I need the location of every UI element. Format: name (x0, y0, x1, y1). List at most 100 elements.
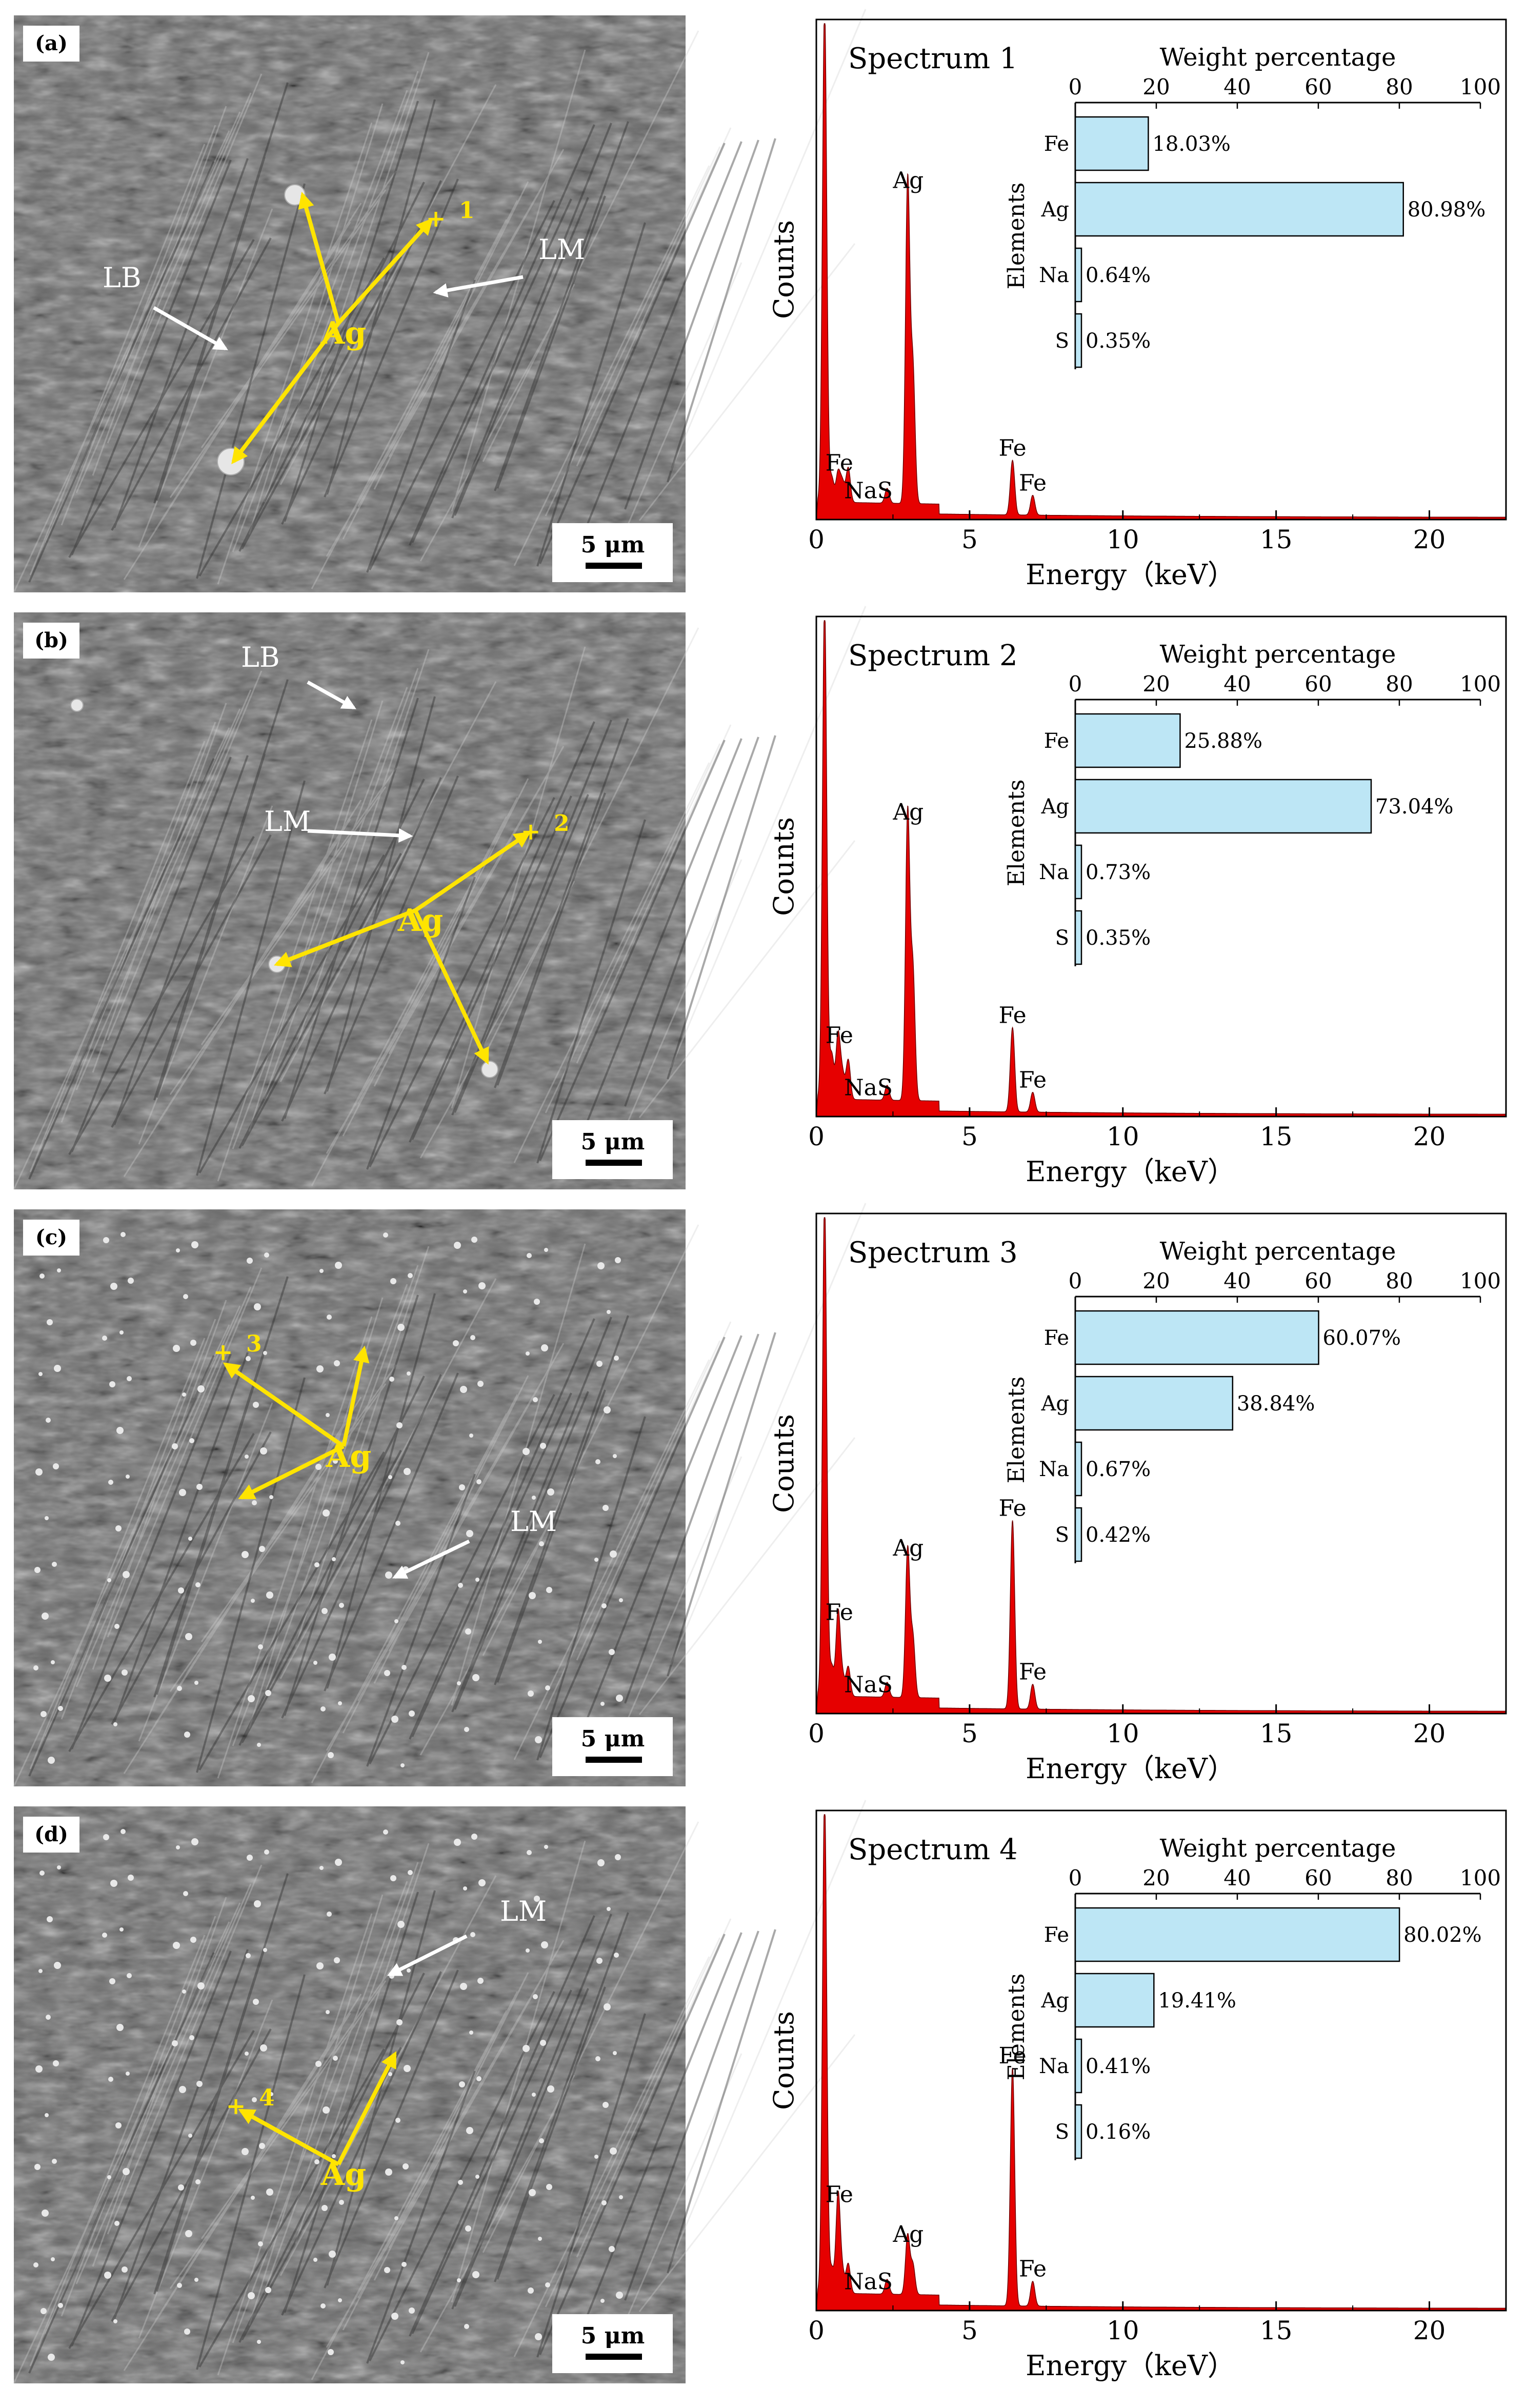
scale-bar-box (552, 1717, 673, 1776)
spectrum-area (816, 620, 1507, 1117)
scale-bar-box (552, 2314, 673, 2373)
ag-arrow (223, 1362, 345, 1448)
lm-arrow (387, 1934, 468, 1977)
x-tick-label: 15 (1260, 1122, 1293, 1151)
sem-texture (14, 1806, 686, 2383)
peak-label: NaS (844, 478, 893, 504)
x-tick-label: 5 (961, 2316, 978, 2345)
weight-percentage-inset: 0 20 40 60 80 100 Weight percentage Elements Fe 6… (1003, 1237, 1501, 1563)
panel-tag-box (23, 1220, 79, 1256)
eds-point-cross: + (426, 205, 446, 232)
x-tick-label: 0 (808, 1719, 825, 1748)
x-tick-label: 0 (808, 525, 825, 554)
panel-b: (b) 5 μm Ag + 2 LB LM 0 5 10 15 20 Energy（keV） Counts… (13, 606, 1507, 1190)
inset-y-label: Elements (1003, 1974, 1030, 2081)
ag-arrow (231, 322, 340, 465)
x-tick-label: 5 (961, 525, 978, 554)
scale-bar (586, 563, 642, 569)
peak-label: Fe (998, 2043, 1026, 2069)
sem-shadows (28, 82, 776, 583)
inset-tick-label: 60 (1304, 671, 1332, 696)
y-axis-label: Counts (768, 220, 800, 319)
ag-arrow (337, 218, 433, 325)
peak-label: Fe (1019, 2256, 1047, 2282)
inset-bar-s (1074, 910, 1082, 965)
lb-arrow (153, 306, 228, 351)
peak-label: Fe (1019, 1067, 1047, 1093)
inset-category-label: Ag (1041, 795, 1070, 819)
spectrum-title: Spectrum 1 (848, 42, 1018, 75)
inset-title: Weight percentage (1160, 1834, 1396, 1863)
panel-tag: (c) (35, 1225, 67, 1249)
peak-label: NaS (844, 2269, 893, 2295)
peak-label: Ag (892, 167, 923, 193)
inset-category-label: Fe (1044, 1923, 1069, 1947)
inset-value-label: 0.67% (1086, 1458, 1151, 1481)
x-tick-label: 0 (808, 1122, 825, 1151)
scale-bar (586, 2354, 642, 2360)
inset-tick-label: 40 (1223, 1865, 1251, 1890)
inset-tick-label: 0 (1069, 671, 1082, 696)
peak-label: Fe (826, 1022, 853, 1048)
plot-frame (815, 1809, 1507, 2312)
plot-frame (815, 1212, 1507, 1715)
lm-arrow (392, 1539, 470, 1579)
inset-tick-label: 60 (1304, 1268, 1332, 1293)
x-axis-label: Energy（keV） (1026, 1156, 1235, 1188)
inset-title: Weight percentage (1160, 43, 1396, 72)
inset-bar-fe (1074, 116, 1149, 171)
peak-label: Fe (1019, 470, 1047, 496)
x-tick-label: 20 (1413, 1719, 1446, 1748)
inset-bar-na (1074, 2038, 1082, 2094)
x-tick-label: 15 (1260, 525, 1293, 554)
inset-tick-label: 60 (1304, 1865, 1332, 1890)
inset-value-label: 25.88% (1184, 729, 1262, 753)
lm-arrow (307, 828, 413, 843)
ag-arrow (238, 2108, 339, 2166)
plot-frame (815, 615, 1507, 1118)
panel-a: (a) 5 μm Ag + 1 LB LM 0 5 10 15 20 Energy（keV） Counts… (13, 9, 1507, 593)
y-axis-label: Counts (768, 817, 800, 916)
sem-image: (d) 5 μm Ag + 4 LM (13, 1800, 867, 2384)
eds-point-cross: + (521, 818, 541, 845)
lb-arrow (307, 680, 356, 710)
ag-arrow (298, 191, 340, 324)
eds-point-cross: + (213, 1338, 233, 1366)
ag-arrow (336, 2051, 397, 2165)
inset-bar-na (1074, 1441, 1082, 1497)
inset-tick-label: 100 (1460, 74, 1501, 99)
ag-particle (284, 184, 306, 206)
ag-particle (481, 1061, 498, 1078)
eds-spectrum-chart: 0 5 10 15 20 Energy（keV） Counts Spectrum 2 Ag Fe N… (768, 615, 1507, 1188)
scale-bar (586, 1757, 642, 1763)
inset-value-label: 0.73% (1086, 861, 1151, 884)
peak-label: NaS (844, 1672, 893, 1698)
ag-arrow (413, 909, 489, 1065)
eds-point-number: 2 (554, 810, 570, 837)
inset-category-label: S (1055, 329, 1069, 353)
inset-title: Weight percentage (1160, 640, 1396, 669)
inset-bar-na (1074, 844, 1082, 900)
lm-label: LM (510, 1505, 557, 1538)
inset-category-label: Ag (1041, 1392, 1070, 1416)
lm-label: LM (538, 233, 585, 266)
plot-frame (815, 18, 1507, 521)
panel-tag-box (23, 623, 79, 659)
x-tick-label: 5 (961, 1719, 978, 1748)
inset-tick-label: 20 (1142, 671, 1170, 696)
lb-label: LB (241, 641, 280, 673)
peak-label: Fe (998, 1003, 1026, 1029)
inset-category-label: Ag (1041, 1989, 1070, 2013)
x-tick-label: 20 (1413, 1122, 1446, 1151)
inset-title: Weight percentage (1160, 1237, 1396, 1266)
eds-point-number: 1 (459, 197, 475, 224)
inset-category-label: S (1055, 1523, 1069, 1547)
x-axis-label: Energy（keV） (1026, 2350, 1235, 2382)
inset-tick-label: 40 (1223, 74, 1251, 99)
ag-arrow (238, 1444, 345, 1500)
x-tick-label: 15 (1260, 2316, 1293, 2345)
inset-category-label: Fe (1044, 132, 1069, 156)
sem-laths (13, 606, 867, 1190)
sem-texture (14, 612, 686, 1189)
inset-value-label: 18.03% (1152, 132, 1231, 156)
